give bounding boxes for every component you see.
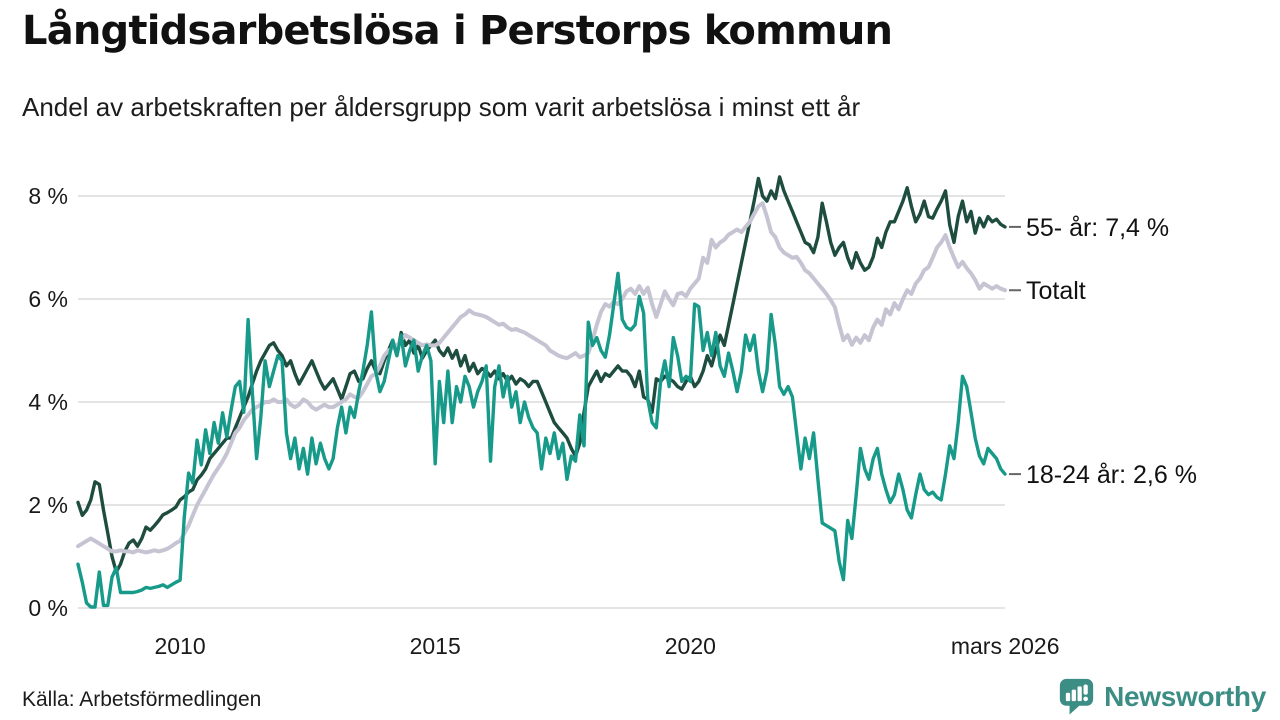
- newsworthy-logo: Newsworthy: [1058, 678, 1266, 715]
- y-tick-label: 6 %: [28, 286, 68, 312]
- bar-tall: [1077, 686, 1082, 702]
- y-tick-label: 2 %: [28, 492, 68, 518]
- source-note: Källa: Arbetsförmedlingen: [22, 688, 262, 711]
- bar-medium: [1071, 689, 1077, 702]
- newsworthy-bubble-chart-icon: [1059, 678, 1094, 715]
- brand-name: Newsworthy: [1104, 680, 1266, 712]
- bar-small: [1065, 692, 1071, 702]
- series-label-18-24-ar: 18-24 år: 2,6 %: [1026, 461, 1197, 489]
- y-tick-label: 4 %: [28, 389, 68, 415]
- x-tick-label: 2010: [154, 633, 205, 659]
- page-title: Långtidsarbetslösa i Perstorps kommun: [22, 8, 893, 54]
- series-line-totalt: [76, 201, 1007, 555]
- chart-subtitle: Andel av arbetskraften per åldersgrupp s…: [22, 92, 861, 122]
- series-line-18-24-ar: [76, 271, 1007, 609]
- series-label-totalt: Totalt: [1026, 277, 1086, 305]
- x-tick-label: mars 2026: [951, 633, 1060, 659]
- x-tick-label: 2020: [665, 633, 716, 659]
- x-tick-label: 2015: [410, 633, 461, 659]
- speech-bubble-shape: [1059, 678, 1094, 715]
- exclamation-bar: [1083, 684, 1088, 695]
- series-label-55-ar: 55- år: 7,4 %: [1026, 214, 1169, 242]
- exclamation-dot: [1083, 696, 1089, 702]
- y-tick-label: 0 %: [28, 595, 68, 621]
- series-line-55-ar: [76, 175, 1007, 574]
- y-tick-label: 8 %: [28, 183, 68, 209]
